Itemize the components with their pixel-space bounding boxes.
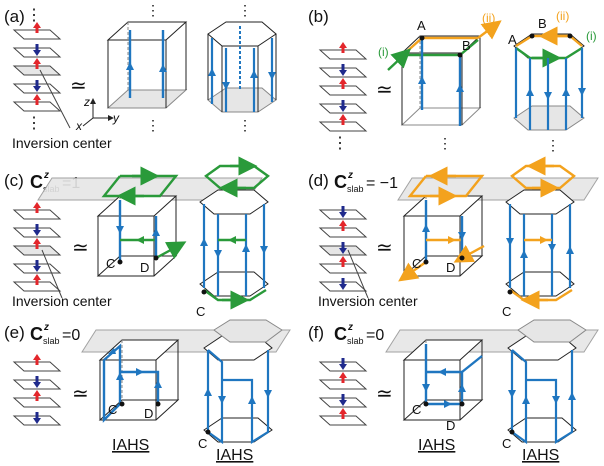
iahs-e-hex: IAHS bbox=[216, 447, 253, 464]
hexprism-f: C IAHS bbox=[502, 319, 587, 464]
panel-b: (b) ⋮ ≃ A B (i) (ii) ⋮ bbox=[308, 7, 597, 153]
node-D-f-cube: D bbox=[446, 418, 455, 433]
panel-c-label: (c) bbox=[4, 171, 24, 190]
inversion-center-d: Inversion center bbox=[318, 293, 418, 309]
layer-stack-b bbox=[318, 42, 368, 132]
panel-a: (a) ⋮ ⋮ ≃ z x y Inversion center bbox=[4, 2, 277, 151]
panel-a-label: (a) bbox=[4, 7, 25, 26]
dots-hex-b: ⋮ bbox=[546, 137, 560, 153]
node-D-e-cube: D bbox=[144, 406, 153, 421]
axis-z-label: z bbox=[83, 95, 90, 109]
hexprism-d: C bbox=[502, 156, 576, 319]
node-C-e-hex: C bbox=[198, 436, 207, 451]
axes-a: z x y bbox=[75, 95, 120, 133]
chern-f-sup: z bbox=[347, 322, 353, 333]
cube-e: C D IAHS bbox=[98, 339, 180, 454]
cube-b: A B (i) (ii) ⋮ bbox=[378, 11, 502, 151]
chern-f-sub: slab bbox=[347, 336, 364, 346]
dots-bottom: ⋮ bbox=[26, 115, 42, 132]
panel-d: (d) C z slab = −1 Inversion center ≃ bbox=[308, 156, 599, 319]
node-C-f-hex: C bbox=[502, 436, 511, 451]
cube-a: ⋮ ⋮ bbox=[106, 2, 188, 133]
approx-a: ≃ bbox=[70, 75, 87, 97]
panel-f: (f) C z slab =0 ≃ C D IAHS bbox=[308, 319, 599, 464]
chern-d-sup: z bbox=[347, 170, 353, 181]
cube-d: C D bbox=[398, 166, 485, 282]
approx-f: ≃ bbox=[376, 383, 393, 405]
mode-ii-cube: (ii) bbox=[482, 11, 495, 25]
node-D-d-cube: D bbox=[446, 260, 455, 275]
approx-c: ≃ bbox=[72, 237, 89, 259]
node-C-e-cube: C bbox=[108, 402, 117, 417]
layer-stack-f bbox=[318, 358, 368, 426]
iahs-f-cube: IAHS bbox=[418, 437, 455, 454]
node-C-f-cube: C bbox=[412, 402, 421, 417]
panel-d-label: (d) bbox=[308, 171, 329, 190]
hexprism-b: A B (ii) (i) ⋮ bbox=[508, 9, 597, 153]
node-A-hex: A bbox=[508, 32, 517, 47]
node-C-c-cube: C bbox=[106, 256, 115, 271]
inversion-center-c: Inversion center bbox=[12, 293, 112, 309]
chern-e-symbol: C bbox=[30, 324, 43, 344]
dots-cube-bottom: ⋮ bbox=[146, 117, 160, 133]
node-A-cube: A bbox=[417, 18, 426, 33]
node-C-d-hex: C bbox=[502, 304, 511, 319]
dots-b-bottom: ⋮ bbox=[332, 135, 348, 152]
chern-d-symbol: C bbox=[334, 172, 347, 192]
cube-c: C D bbox=[96, 166, 187, 277]
node-B-cube: B bbox=[462, 38, 471, 53]
approx-b: ≃ bbox=[376, 79, 393, 101]
chern-f-symbol: C bbox=[334, 324, 347, 344]
node-D-c-cube: D bbox=[140, 260, 149, 275]
node-C-c-hex: C bbox=[196, 304, 205, 319]
node-C-d-cube: C bbox=[412, 256, 421, 271]
dots-hex-bottom: ⋮ bbox=[238, 117, 252, 133]
inversion-pointer-a bbox=[39, 69, 71, 129]
chern-e-value: =0 bbox=[62, 327, 80, 344]
cube-f: C D IAHS bbox=[402, 339, 484, 454]
chern-c-symbol: C bbox=[30, 172, 43, 192]
chern-c-sup: z bbox=[43, 170, 49, 181]
inversion-center-a: Inversion center bbox=[12, 135, 112, 151]
dots-cube-top: ⋮ bbox=[146, 2, 160, 18]
dots-top: ⋮ bbox=[26, 7, 42, 24]
mode-ii-hex: (ii) bbox=[556, 9, 569, 23]
chern-d-sub: slab bbox=[347, 184, 364, 194]
layer-stack-e bbox=[12, 354, 62, 426]
dots-hex-top: ⋮ bbox=[238, 2, 252, 18]
mode-i-cube: (i) bbox=[378, 45, 389, 59]
panel-e: (e) C z slab =0 ≃ C D IAHS bbox=[4, 319, 291, 464]
node-B-hex: B bbox=[538, 16, 547, 31]
axis-x-label: x bbox=[75, 119, 83, 133]
axis-y-label: y bbox=[112, 111, 120, 125]
panel-b-label: (b) bbox=[308, 7, 329, 26]
mode-i-hex: (i) bbox=[586, 29, 597, 43]
approx-d: ≃ bbox=[376, 237, 393, 259]
iahs-f-hex: IAHS bbox=[522, 447, 559, 464]
approx-e: ≃ bbox=[72, 383, 89, 405]
dots-cube-b: ⋮ bbox=[438, 135, 452, 151]
chern-e-sup: z bbox=[43, 322, 49, 333]
chern-f-value: =0 bbox=[366, 327, 384, 344]
chern-e-sub: slab bbox=[43, 336, 60, 346]
layer-stack-c bbox=[12, 202, 62, 292]
panel-e-label: (e) bbox=[4, 323, 25, 342]
panel-f-label: (f) bbox=[308, 323, 324, 342]
iahs-e-cube: IAHS bbox=[112, 437, 149, 454]
hexprism-c: C bbox=[196, 156, 270, 319]
hexprism-a: ⋮ ⋮ bbox=[207, 2, 277, 133]
chern-d-value: = −1 bbox=[366, 175, 398, 192]
hexprism-e: C IAHS bbox=[198, 319, 283, 464]
layer-stack-d bbox=[318, 206, 368, 292]
layer-stack-a bbox=[12, 22, 62, 112]
panel-c: (c) C z slab =1 Inversion center ≃ bbox=[4, 156, 270, 319]
